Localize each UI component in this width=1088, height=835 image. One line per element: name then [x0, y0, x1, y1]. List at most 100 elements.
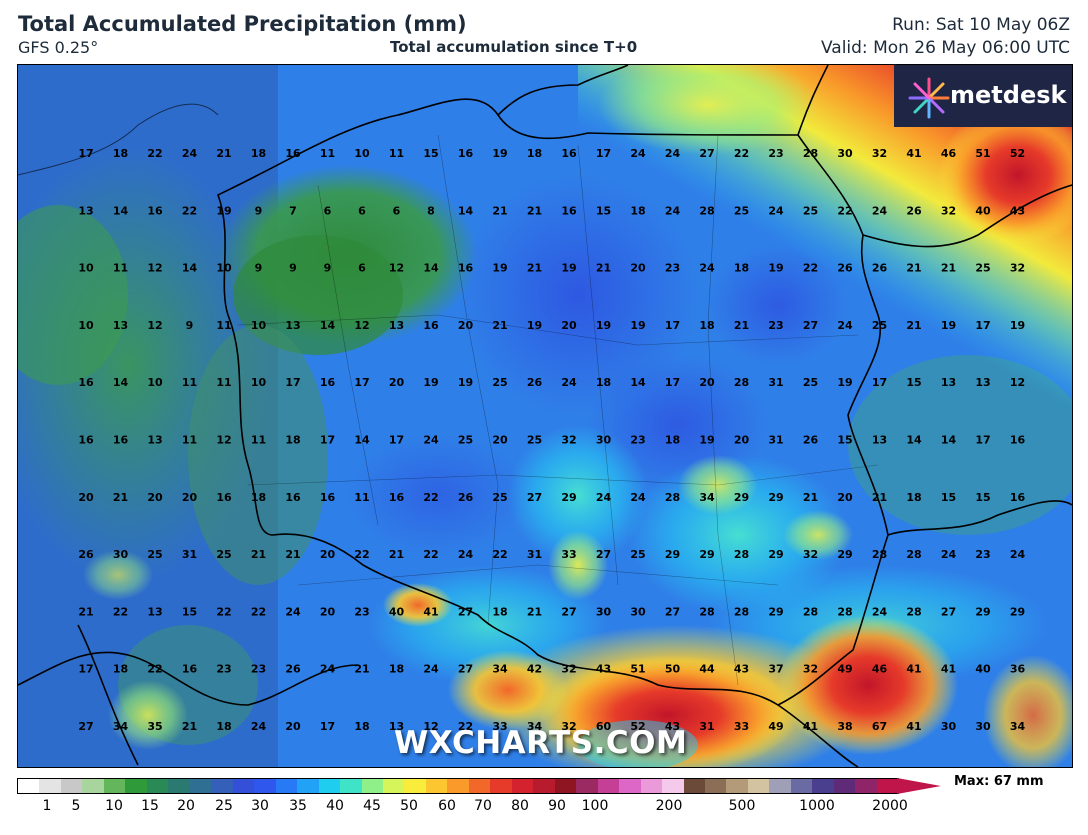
color-scale-swatch [468, 779, 491, 793]
grid-value: 18 [630, 204, 645, 217]
grid-value: 30 [975, 720, 991, 733]
color-scale-swatch [812, 779, 834, 793]
grid-value: 36 [1010, 663, 1026, 676]
grid-value: 18 [527, 147, 542, 160]
grid-value: 15 [941, 491, 956, 504]
grid-value: 24 [423, 663, 439, 676]
grid-value: 13 [941, 376, 956, 389]
color-scale-swatch [683, 779, 705, 793]
grid-value: 14 [182, 262, 198, 275]
grid-value: 20 [320, 605, 336, 618]
grid-value: 32 [561, 720, 576, 733]
grid-value: 27 [458, 605, 473, 618]
grid-value: 46 [872, 663, 888, 676]
grid-value: 21 [734, 319, 749, 332]
grid-value: 19 [768, 262, 783, 275]
grid-value: 17 [975, 434, 990, 447]
grid-value: 28 [906, 548, 921, 561]
grid-value: 22 [423, 548, 438, 561]
grid-value: 31 [699, 720, 714, 733]
wxcharts-watermark: WXCHARTS.COM [394, 725, 688, 761]
grid-value: 13 [389, 319, 404, 332]
grid-value: 18 [251, 491, 266, 504]
grid-value: 28 [699, 605, 714, 618]
grid-value: 27 [699, 147, 714, 160]
grid-value: 18 [699, 319, 714, 332]
grid-value: 16 [1010, 491, 1026, 504]
grid-value: 18 [354, 720, 369, 733]
grid-value: 27 [78, 720, 93, 733]
grid-value: 28 [734, 376, 749, 389]
grid-value: 37 [768, 663, 783, 676]
grid-value: 18 [906, 491, 921, 504]
grid-value: 27 [561, 605, 576, 618]
grid-value: 24 [872, 605, 888, 618]
grid-value: 16 [423, 319, 439, 332]
grid-value: 24 [458, 548, 474, 561]
grid-value: 21 [596, 262, 611, 275]
scale-tick-label: 10 [105, 798, 123, 814]
grid-value: 23 [665, 262, 680, 275]
color-scale-swatch [168, 779, 190, 793]
page-title: Total Accumulated Precipitation (mm) [18, 12, 467, 36]
color-scale-swatch [705, 779, 727, 793]
grid-value: 22 [251, 605, 266, 618]
color-scale-swatch [18, 779, 40, 793]
grid-value: 10 [78, 262, 94, 275]
grid-value: 24 [768, 204, 784, 217]
grid-value: 22 [182, 204, 197, 217]
color-scale-swatch [554, 779, 577, 793]
grid-value: 33 [492, 720, 507, 733]
grid-value: 16 [78, 434, 94, 447]
grid-value: 17 [389, 434, 404, 447]
grid-value: 21 [492, 319, 507, 332]
grid-value: 60 [596, 720, 612, 733]
grid-value: 24 [630, 491, 646, 504]
grid-value: 19 [630, 319, 645, 332]
metdesk-logo[interactable]: metdesk [894, 65, 1072, 127]
grid-value: 19 [492, 262, 507, 275]
grid-value: 52 [1010, 147, 1025, 160]
scale-tick-label: 15 [141, 798, 159, 814]
scale-tick-label: 100 [581, 798, 609, 814]
grid-value: 21 [906, 262, 921, 275]
grid-value: 38 [837, 720, 852, 733]
grid-value: 19 [423, 376, 438, 389]
grid-value: 10 [78, 319, 94, 332]
grid-value: 11 [389, 147, 404, 160]
grid-value: 22 [803, 262, 818, 275]
grid-value: 21 [78, 605, 93, 618]
grid-value: 34 [1010, 720, 1026, 733]
grid-value: 12 [147, 319, 162, 332]
grid-value: 32 [941, 204, 956, 217]
grid-value: 21 [285, 548, 300, 561]
grid-value: 18 [389, 663, 404, 676]
grid-value: 10 [251, 319, 267, 332]
grid-value: 12 [216, 434, 231, 447]
grid-value: 11 [251, 434, 266, 447]
grid-value: 14 [354, 434, 370, 447]
grid-value: 32 [1010, 262, 1025, 275]
grid-value: 41 [941, 663, 956, 676]
grid-value: 29 [768, 491, 783, 504]
grid-value: 51 [975, 147, 990, 160]
grid-value: 18 [596, 376, 611, 389]
grid-value: 24 [251, 720, 267, 733]
precipitation-map[interactable]: 17 18 22 24 21 18 16 11 10 11 15 16 19 18 16 17 24 24 27 22… [17, 64, 1073, 768]
grid-value: 49 [837, 663, 852, 676]
max-value-label: Max: 67 mm [954, 774, 1044, 789]
grid-value: 11 [354, 491, 369, 504]
grid-value: 18 [251, 147, 266, 160]
grid-value: 24 [699, 262, 715, 275]
grid-value: 21 [906, 319, 921, 332]
grid-value: 34 [492, 663, 508, 676]
grid-value: 13 [872, 434, 887, 447]
grid-value: 13 [975, 376, 990, 389]
grid-value: 17 [665, 319, 680, 332]
grid-value: 21 [216, 147, 231, 160]
grid-value: 35 [147, 720, 162, 733]
grid-value: 6 [324, 204, 332, 217]
grid-value: 29 [665, 548, 680, 561]
grid-value: 19 [492, 147, 507, 160]
color-scale-swatch [39, 779, 61, 793]
